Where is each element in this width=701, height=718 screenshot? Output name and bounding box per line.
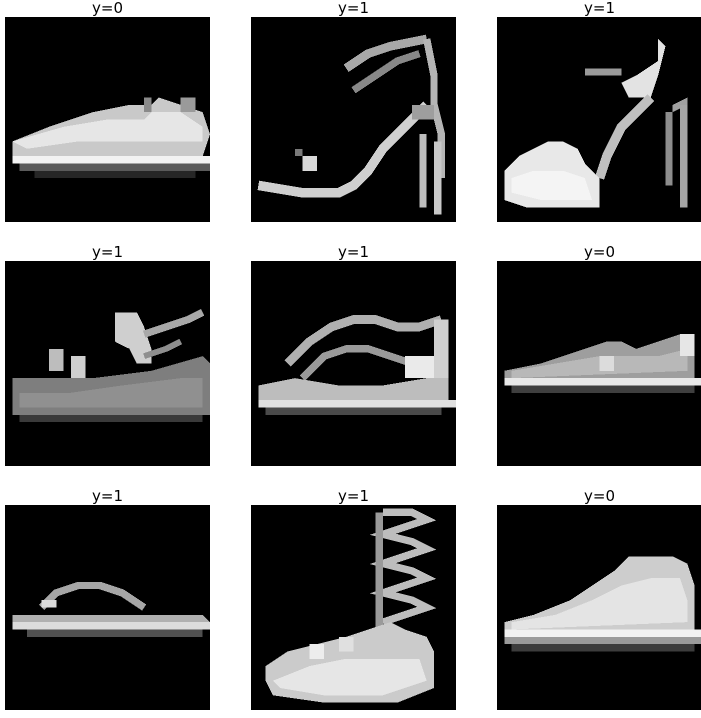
platform-heel-sandal-icon: [497, 17, 701, 222]
wedge-sandal-icon: [5, 261, 210, 466]
panel-label: y=1: [338, 487, 369, 505]
strappy-sandal-icon: [251, 261, 456, 466]
panel-label: y=0: [584, 487, 615, 505]
flip-flop-icon: [5, 505, 210, 710]
panel-label: y=1: [584, 0, 615, 17]
hightop-sneaker-icon: [497, 505, 701, 710]
panel-label: y=0: [584, 243, 615, 261]
low-sneaker-icon: [497, 261, 701, 466]
panel-label: y=1: [338, 243, 369, 261]
panel-label: y=1: [92, 243, 123, 261]
panel-label: y=0: [92, 0, 123, 17]
high-heel-sandal-icon: [251, 17, 456, 222]
panel-label: y=1: [92, 487, 123, 505]
sneaker-icon: [5, 17, 210, 222]
lace-up-heel-icon: [251, 505, 456, 710]
panel-label: y=1: [338, 0, 369, 17]
